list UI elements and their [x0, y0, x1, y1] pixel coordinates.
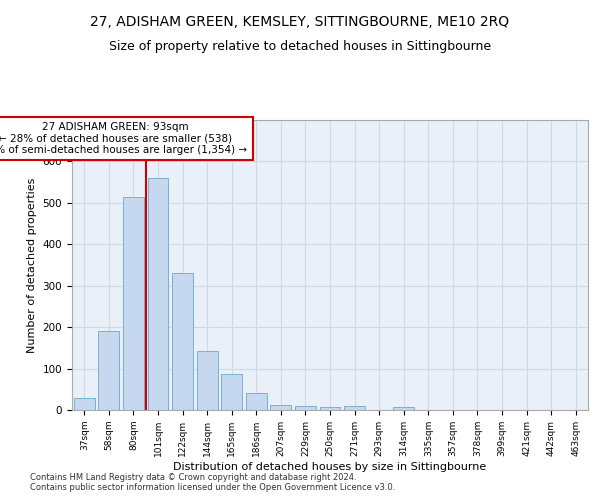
Bar: [123, 196, 144, 410]
Bar: [148, 178, 169, 410]
Bar: [172, 274, 193, 410]
Bar: [271, 404, 292, 410]
Bar: [74, 398, 95, 410]
Bar: [221, 374, 242, 410]
Text: Contains HM Land Registry data © Crown copyright and database right 2024.: Contains HM Land Registry data © Crown c…: [30, 474, 356, 482]
Bar: [197, 351, 218, 410]
X-axis label: Distribution of detached houses by size in Sittingbourne: Distribution of detached houses by size …: [173, 462, 487, 471]
Y-axis label: Number of detached properties: Number of detached properties: [27, 178, 37, 352]
Bar: [344, 406, 365, 410]
Bar: [246, 394, 267, 410]
Bar: [320, 406, 340, 410]
Bar: [393, 406, 414, 410]
Text: Contains public sector information licensed under the Open Government Licence v3: Contains public sector information licen…: [30, 484, 395, 492]
Text: Size of property relative to detached houses in Sittingbourne: Size of property relative to detached ho…: [109, 40, 491, 53]
Bar: [98, 332, 119, 410]
Text: 27, ADISHAM GREEN, KEMSLEY, SITTINGBOURNE, ME10 2RQ: 27, ADISHAM GREEN, KEMSLEY, SITTINGBOURN…: [91, 15, 509, 29]
Bar: [295, 406, 316, 410]
Text: 27 ADISHAM GREEN: 93sqm
← 28% of detached houses are smaller (538)
71% of semi-d: 27 ADISHAM GREEN: 93sqm ← 28% of detache…: [0, 122, 248, 155]
